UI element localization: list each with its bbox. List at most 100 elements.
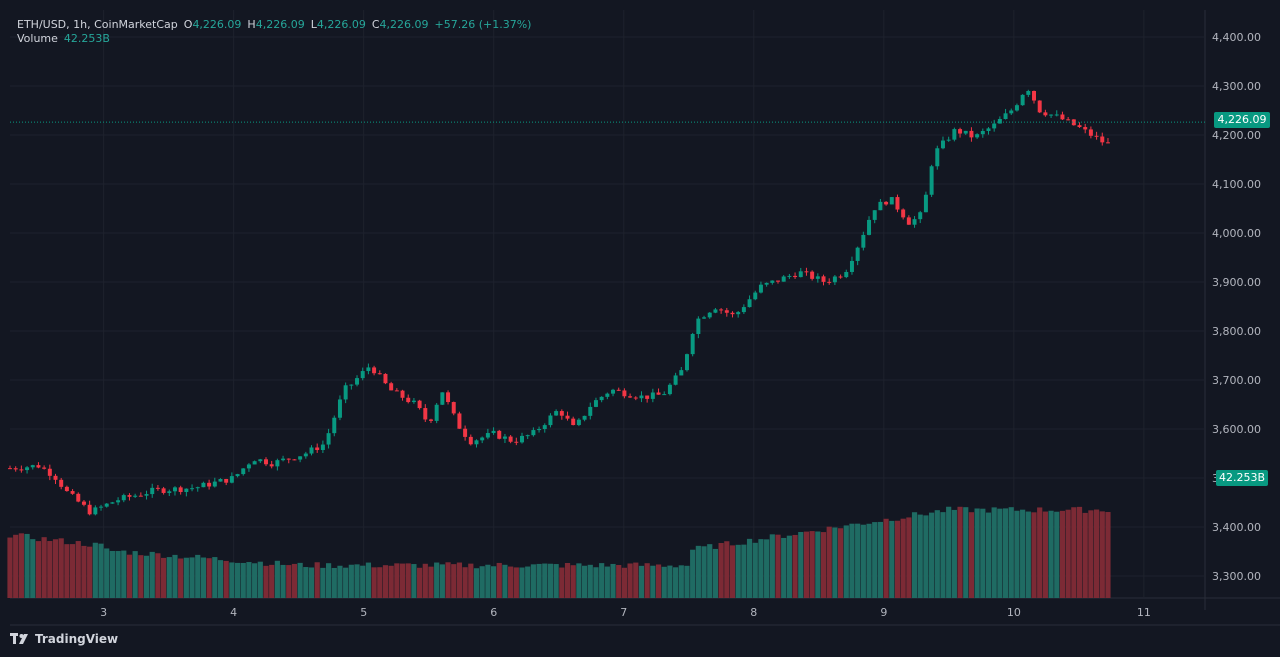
candle-body [1037,100,1042,113]
volume-bar [923,515,929,598]
candle-body [997,119,1002,124]
volume-bar [946,506,952,598]
volume-bar [860,524,866,598]
candle-body [275,460,280,467]
last-price-tag: 4,226.09 [1214,112,1270,128]
candle-body [593,400,598,407]
candle-body [832,276,837,283]
volume-bar [161,557,167,598]
candle-body [849,260,854,272]
volume-bar [371,567,377,598]
candle-body [730,312,735,315]
volume-bar [741,544,747,598]
volume-bar [872,522,878,598]
volume-bar [900,518,906,598]
candle-body [53,475,58,480]
candle-body [1066,119,1071,121]
candle-body [87,504,92,515]
volume-bar [303,567,309,598]
tradingview-branding[interactable]: TradingView [10,632,118,646]
volume-bar [30,539,36,598]
volume-bar [934,510,940,598]
volume-bar [820,532,827,598]
volume-bar [394,563,400,598]
candle-body [867,219,872,235]
volume-bar [587,564,593,598]
candle-body [758,284,763,293]
candle-body [992,123,997,129]
candle-body [514,441,519,443]
candle-body [332,417,337,434]
candle-body [502,436,507,439]
volume-bar [1054,511,1060,598]
volume-bar [234,562,241,598]
volume-bar [246,562,252,598]
candle-body [252,461,257,465]
candle-body [793,275,798,278]
volume-bar [877,521,883,598]
volume-bar [206,558,212,598]
volume-bar [434,562,440,598]
candle-body [1100,136,1105,143]
y-tick-label: 3,700.00 [1212,374,1261,387]
volume-bar [1088,510,1094,598]
candle-body [986,128,991,132]
candle-body [303,453,308,457]
candle-body [707,312,712,318]
candle-body [815,276,820,279]
volume-bar [223,560,229,598]
candle-body [411,400,416,403]
volume-bar [530,564,536,598]
volume-bar [673,567,679,598]
candle-body [144,494,149,496]
volume-bar [940,512,946,598]
candle-body [76,493,81,502]
candle-body [645,395,650,399]
candle-body [1032,90,1036,101]
candle-body [93,507,98,515]
candle-body [224,478,229,483]
x-tick-label: 10 [1007,606,1021,619]
candle-body [138,495,143,497]
candle-body [628,396,633,398]
candle-body [155,487,160,489]
candle-body [13,468,18,470]
candle-body [133,495,138,497]
candle-body [64,486,69,492]
symbol-label[interactable]: ETH/USD, 1h, CoinMarketCap [17,18,178,31]
candle-body [59,479,64,487]
candle-body [446,392,451,403]
volume-bar [889,520,895,598]
volume-bar [252,563,258,598]
volume-bar [69,544,76,598]
candle-body [366,367,371,372]
volume-bar [1020,509,1026,598]
volume-bar [735,544,741,598]
candle-body [394,390,399,392]
volume-bar [701,546,707,598]
volume-bar [13,534,19,598]
candle-body [468,436,473,445]
chart-legend: ETH/USD, 1h, CoinMarketCap O4,226.09 H4,… [17,18,531,46]
candle-body [770,280,775,283]
volume-bar [513,567,519,598]
volume-bar [331,567,337,598]
volume-bar [41,537,47,598]
volume-bar [172,554,178,598]
candle-body [1026,90,1031,95]
volume-label[interactable]: Volume [17,32,58,45]
volume-bar [189,557,195,598]
candle-body [975,134,980,138]
volume-bar [536,563,542,598]
volume-bar [752,542,758,598]
volume-bar [195,554,201,598]
candle-body [656,392,661,395]
volume-bar [143,555,150,598]
candle-body [702,317,707,319]
volume-bar [485,564,491,598]
volume-bar [18,533,24,598]
candle-body [571,418,576,426]
candle-body [42,467,47,469]
volume-row: Volume 42.253B [17,32,531,46]
